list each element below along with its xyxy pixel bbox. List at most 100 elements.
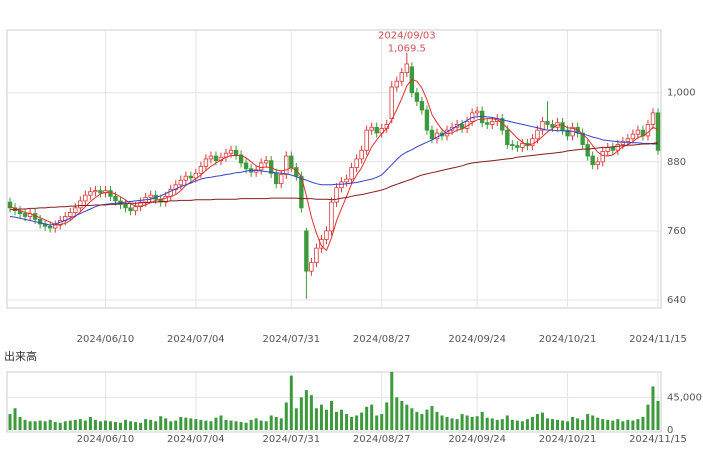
volume-bar	[68, 420, 72, 430]
candle-body	[213, 155, 219, 162]
volume-bar	[8, 414, 12, 430]
candle-body	[459, 123, 465, 129]
candle-body	[103, 190, 108, 194]
volume-bar	[410, 408, 414, 430]
volume-bar	[641, 416, 645, 430]
volume-bar	[490, 418, 494, 430]
volume-bar	[129, 421, 133, 430]
candle-body	[485, 122, 490, 125]
candle-body	[645, 123, 651, 137]
candle-body	[93, 190, 98, 193]
x-tick-label: 2024/07/31	[262, 434, 320, 445]
volume-bar	[621, 421, 625, 430]
candle-body	[148, 194, 153, 198]
volume-bar	[269, 415, 273, 430]
volume-bar	[646, 404, 650, 430]
volume-bar	[244, 422, 248, 430]
candle-body	[188, 175, 194, 179]
candle-body	[133, 206, 138, 212]
volume-frame	[6, 371, 662, 433]
y-tick-label: 760	[667, 226, 686, 237]
volume-bar	[535, 414, 539, 430]
candle-body	[163, 195, 168, 203]
volume-bar	[606, 419, 610, 430]
candle-body	[600, 151, 605, 163]
volume-bar	[370, 404, 374, 430]
x-tick-label: 2024/08/27	[353, 334, 411, 345]
candle-body	[535, 129, 540, 140]
moving-average-line	[10, 142, 659, 211]
volume-bar	[450, 418, 454, 430]
volume-bar	[480, 411, 484, 430]
x-tick-label: 2024/09/24	[448, 434, 506, 445]
candle-body	[655, 112, 661, 151]
annotation-date: 2024/09/03	[378, 31, 436, 42]
x-tick-label: 2024/06/10	[77, 434, 135, 445]
candle-body	[47, 225, 53, 229]
candle-body	[505, 129, 510, 145]
y-tick-label: 880	[667, 157, 686, 168]
x-tick-label: 2024/07/04	[167, 334, 225, 345]
volume-bar	[169, 421, 173, 430]
candle-body	[399, 72, 405, 82]
volume-bar	[319, 404, 323, 430]
volume-bar	[119, 422, 123, 430]
candle-body	[389, 86, 394, 120]
candle-body	[565, 129, 570, 137]
candle-body	[630, 133, 636, 140]
volume-bar	[329, 401, 333, 430]
volume-bar	[561, 420, 565, 430]
candle-body	[359, 149, 364, 160]
volume-bar	[93, 419, 97, 430]
volume-bar	[651, 386, 655, 430]
candle-body	[128, 207, 133, 212]
volume-bar	[28, 421, 32, 430]
volume-bar	[581, 419, 585, 430]
volume-bar	[551, 419, 555, 430]
candle-body	[610, 147, 615, 151]
volume-bar	[530, 416, 534, 430]
volume-bar	[103, 420, 107, 430]
volume-bar	[385, 402, 389, 430]
x-tick-label: 2024/11/15	[629, 334, 687, 345]
x-tick-label: 2024/10/21	[539, 434, 597, 445]
volume-bar	[340, 409, 344, 430]
volume-bar	[144, 419, 148, 430]
volume-bar	[179, 416, 183, 430]
candle-body	[510, 144, 515, 147]
volume-bar	[159, 416, 163, 430]
volume-bar	[515, 420, 519, 430]
volume-bar	[63, 421, 67, 430]
y-tick-label: 45,000,000	[667, 392, 703, 403]
candle-body	[429, 129, 435, 140]
volume-bar	[510, 419, 514, 430]
volume-bar	[631, 420, 635, 430]
volume-bar	[58, 422, 62, 430]
volume-bar	[425, 409, 429, 430]
volume-title: 出来高	[4, 349, 37, 363]
candle-body	[233, 149, 239, 156]
volume-bar	[214, 417, 218, 430]
x-tick-label: 2024/08/27	[353, 434, 411, 445]
moving-average-line	[9, 115, 658, 226]
volume-bar	[405, 404, 409, 430]
candle-body	[289, 155, 294, 168]
volume-bar	[345, 414, 349, 430]
volume-bar	[229, 420, 233, 430]
candle-body	[404, 63, 410, 73]
candle-body	[98, 190, 103, 194]
volume-bar	[289, 375, 293, 430]
candle-body	[263, 160, 269, 164]
volume-bar	[455, 419, 459, 430]
volume-bar	[520, 421, 524, 430]
volume-bar	[199, 419, 203, 430]
volume-bar	[38, 420, 42, 430]
candle-body	[349, 167, 354, 180]
volume-bar	[485, 417, 489, 430]
candle-body	[178, 179, 183, 186]
volume-bar	[601, 419, 605, 430]
volume-bar	[335, 411, 339, 430]
candle-body	[394, 80, 399, 88]
volume-bar	[18, 416, 22, 430]
volume-bar	[586, 414, 590, 430]
